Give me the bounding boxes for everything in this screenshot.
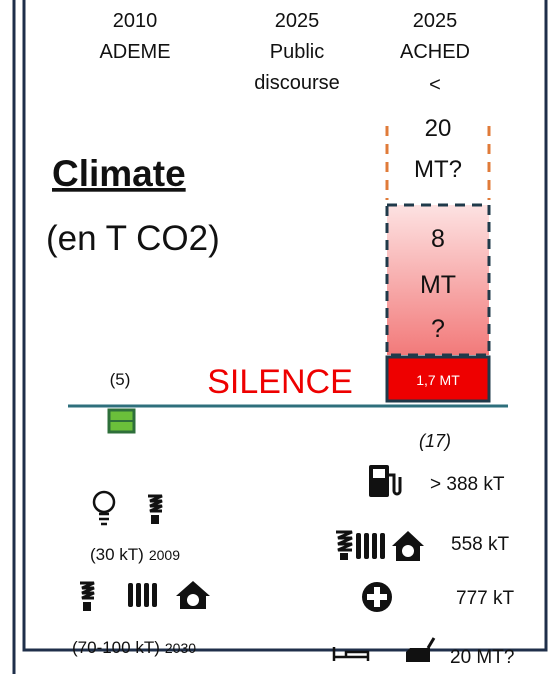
header-line: 2025	[275, 10, 320, 32]
right-count: (17)	[419, 431, 451, 451]
cfl-base	[83, 602, 91, 611]
right-item: 558 kT	[451, 534, 509, 555]
fuel-icon-window	[373, 469, 385, 478]
left-item-year: 2009	[149, 547, 180, 563]
radiator-icon	[356, 533, 385, 559]
right-items: > 388 kT 558 kT 777 kT 20 MT?	[430, 474, 514, 668]
right-item: 777 kT	[456, 588, 514, 609]
header-line: 2010	[113, 10, 158, 32]
house-icon	[176, 581, 210, 609]
headers: 2010 ADEME 2025 Public discourse 2025 AC…	[99, 10, 470, 96]
left-item-value: (70-100 kT)	[72, 638, 160, 657]
health-cross	[367, 587, 387, 607]
left-item-value: (30 kT)	[90, 545, 144, 564]
header-line: discourse	[254, 72, 340, 94]
middle-box-text: ?	[431, 315, 445, 343]
restaurant-icon	[406, 648, 430, 662]
left-item: (70-100 kT) 2030	[72, 638, 196, 657]
header-line: ADEME	[99, 41, 170, 63]
right-item: 20 MT?	[450, 647, 514, 668]
left-item: (30 kT) 2009	[90, 545, 180, 564]
bulb-icon	[92, 490, 116, 514]
left-icons	[80, 490, 210, 611]
middle-box-text: 8	[431, 225, 445, 253]
right-item: > 388 kT	[430, 474, 505, 495]
house-icon	[392, 531, 424, 561]
icons	[332, 465, 436, 662]
bed-icon	[332, 647, 370, 661]
cfl-icon	[80, 581, 95, 600]
left-item-year: 2030	[165, 640, 196, 656]
radiator-icon	[128, 583, 157, 607]
header-line: ACHED	[400, 41, 470, 63]
header-line: Public	[270, 41, 324, 63]
header-line: <	[429, 74, 441, 96]
subtitle: (en T CO2)	[46, 219, 220, 258]
bulb-base	[99, 512, 109, 526]
fuel-hose	[389, 473, 402, 496]
restaurant-straw	[426, 637, 436, 649]
title: Climate	[52, 153, 186, 194]
middle-box-text: MT	[420, 271, 456, 299]
cfl-base	[151, 515, 159, 524]
base-box-text: 1,7 MT	[416, 372, 460, 388]
frame	[22, 0, 548, 652]
cfl-icon	[148, 494, 163, 513]
upper-box-text: 20	[425, 115, 452, 142]
middle-box	[385, 203, 491, 357]
left-count: (5)	[110, 370, 131, 389]
bulb-icon	[336, 530, 353, 560]
base-box	[385, 355, 491, 403]
silence: SILENCE	[207, 363, 353, 401]
upper-box-text: MT?	[414, 156, 462, 183]
header-line: 2025	[413, 10, 458, 32]
